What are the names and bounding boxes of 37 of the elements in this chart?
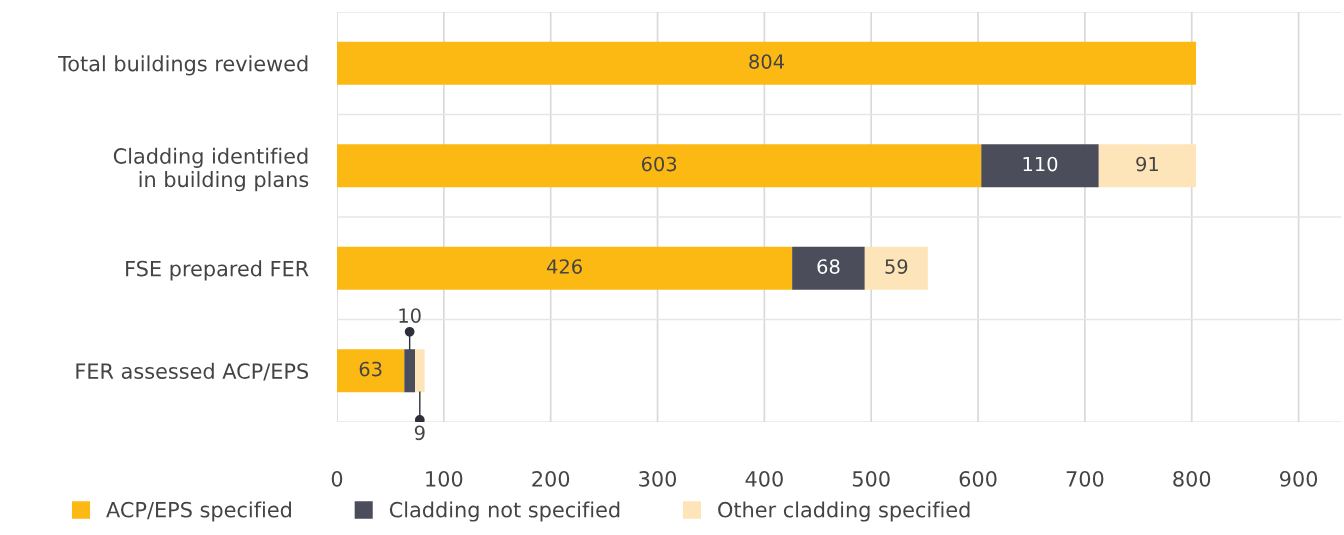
y-tick-label: Total buildings reviewed [58, 55, 308, 76]
bar [337, 41, 1197, 85]
data-label: 110 [1023, 156, 1058, 172]
data-label: 9 [414, 425, 425, 441]
x-tick-label: 800 [1173, 470, 1211, 487]
data-label: 59 [885, 259, 908, 274]
data-label: 426 [546, 259, 582, 274]
data-label: 10 [399, 308, 421, 323]
data-label: 91 [1136, 156, 1158, 172]
bar [792, 246, 865, 290]
data-label: 63 [359, 361, 382, 377]
x-tick-label: 400 [745, 470, 783, 487]
bar [981, 144, 1099, 188]
bar [864, 246, 928, 290]
legend-label: Cladding not specified [389, 501, 620, 522]
bar [1098, 144, 1197, 188]
bar [414, 349, 425, 393]
data-label: 68 [817, 259, 840, 274]
legend-label: Other cladding specified [718, 501, 970, 522]
x-tick-label: 700 [1066, 470, 1104, 487]
x-tick-label: 300 [639, 470, 677, 487]
x-tick-label: 200 [532, 470, 570, 487]
bar [337, 349, 405, 393]
bar [337, 144, 982, 188]
y-tick-label: FER assessed ACP/EPS [76, 362, 309, 381]
legend-label: ACP/EPS specified [106, 501, 291, 522]
bar [337, 246, 793, 290]
data-label: 603 [641, 156, 677, 172]
x-tick-label: 900 [1280, 470, 1318, 487]
x-tick-label: 600 [959, 470, 997, 487]
bar [404, 349, 415, 393]
x-tick-label: 0 [331, 470, 343, 487]
x-tick-label: 100 [426, 470, 463, 487]
y-tick-label: Cladding identified in building plans [113, 147, 309, 192]
data-label: 804 [749, 54, 784, 69]
x-tick-label: 500 [852, 470, 890, 487]
y-tick-label: FSE prepared FER [126, 260, 309, 281]
